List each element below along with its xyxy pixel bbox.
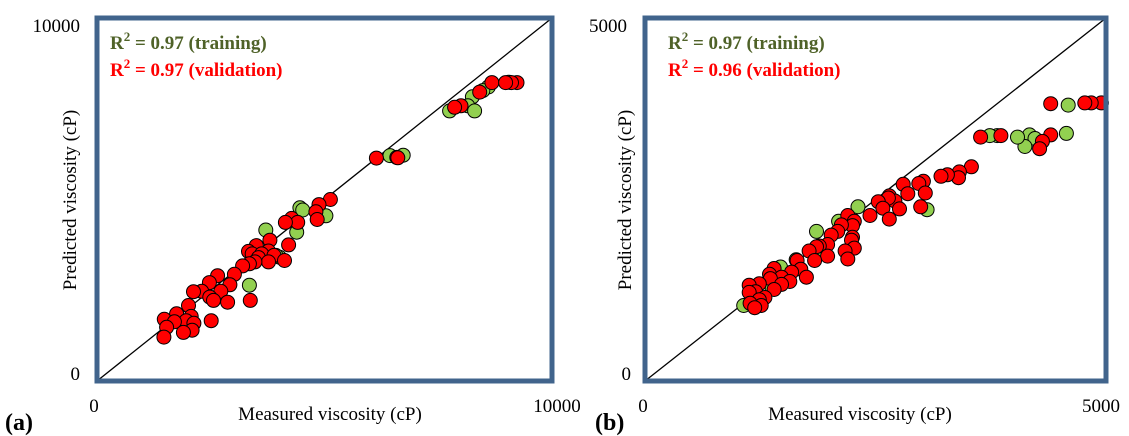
scatter-points-b: [736, 95, 1109, 316]
y-tick-min-b: 0: [622, 364, 632, 385]
validation-point-a: [309, 212, 325, 227]
validation-point-a: [368, 150, 384, 166]
r2-validation-b: R2 = 0.96 (validation): [668, 56, 841, 81]
y-tick-max-a: 10000: [33, 16, 81, 37]
plot-frame-b: [642, 15, 1109, 384]
validation-point-a: [220, 294, 236, 310]
validation-point-a: [186, 284, 201, 300]
x-tick-min-a: 0: [89, 396, 99, 417]
validation-point-b: [862, 208, 878, 223]
validation-point-b: [881, 211, 897, 227]
validation-point-b: [933, 168, 949, 184]
validation-point-a: [261, 254, 276, 270]
x-tick-max-a: 10000: [533, 396, 581, 417]
training-point-b: [809, 223, 824, 239]
validation-point-b: [1077, 95, 1093, 111]
validation-point-a: [472, 84, 488, 100]
validation-point-b: [993, 128, 1009, 144]
validation-point-a: [447, 99, 463, 115]
validation-point-a: [242, 292, 258, 308]
x-axis-title-b: Measured viscosity (cP): [768, 404, 952, 425]
scatter-points-a: [156, 74, 525, 345]
validation-point-a: [277, 214, 293, 230]
validation-point-b: [892, 201, 907, 217]
panel-label-a: (a): [5, 410, 33, 436]
validation-point-b: [820, 248, 836, 264]
plot-frame-a: [94, 15, 555, 384]
y-tick-max-b: 5000: [589, 16, 627, 37]
validation-point-b: [840, 251, 856, 267]
validation-point-a: [277, 253, 292, 268]
validation-point-a: [390, 150, 406, 166]
validation-point-a: [484, 75, 500, 91]
validation-point-a: [175, 324, 191, 340]
training-point-b: [1058, 125, 1074, 141]
training-point-b: [1060, 97, 1076, 113]
training-point-a: [241, 277, 257, 293]
validation-point-a: [203, 313, 219, 329]
r2-training-a: R2 = 0.97 (training): [110, 29, 267, 54]
x-axis-title-a: Measured viscosity (cP): [238, 404, 422, 425]
validation-point-b: [1032, 141, 1048, 157]
validation-point-a: [281, 237, 297, 253]
chart-panel-b: R2 = 0.97 (training) R2 = 0.96 (validati…: [589, 15, 1120, 436]
validation-point-a: [156, 329, 172, 345]
validation-point-b: [973, 129, 989, 145]
r2-validation-a: R2 = 0.97 (validation): [110, 56, 283, 81]
validation-point-b: [747, 300, 763, 316]
validation-point-b: [1043, 96, 1059, 112]
validation-point-b: [917, 185, 933, 201]
y-tick-min-a: 0: [71, 364, 81, 385]
validation-point-a: [206, 292, 221, 308]
validation-point-b: [913, 199, 929, 215]
x-tick-min-b: 0: [638, 396, 648, 417]
panel-label-b: (b): [595, 410, 624, 436]
training-point-b: [850, 199, 866, 215]
chart-panel-a: R2 = 0.97 (training) R2 = 0.97 (validati…: [5, 15, 581, 436]
training-point-b: [1010, 129, 1025, 145]
x-tick-max-b: 5000: [1082, 396, 1120, 417]
validation-point-a: [498, 75, 514, 91]
training-point-a: [467, 103, 483, 119]
y-axis-title-a: Predicted viscosity (cP): [60, 110, 81, 290]
validation-point-b: [798, 269, 814, 285]
r2-training-b: R2 = 0.97 (training): [668, 29, 825, 54]
validation-point-b: [900, 186, 916, 202]
y-axis-title-b: Predicted viscosity (cP): [615, 110, 636, 290]
validation-point-b: [807, 253, 823, 268]
